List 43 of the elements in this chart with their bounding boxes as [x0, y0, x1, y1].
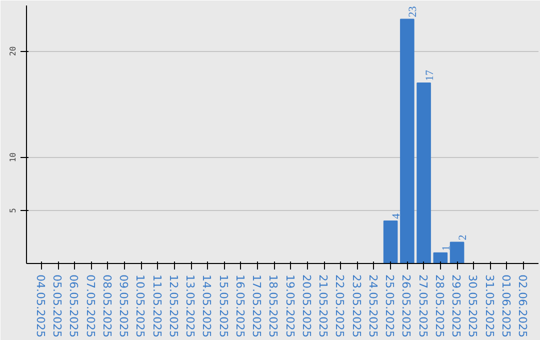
- x-tick-label: 16.05.2025: [233, 274, 246, 338]
- x-tick-label: 17.05.2025: [250, 274, 264, 338]
- x-tick-label: 13.05.2025: [184, 274, 197, 338]
- data-label: 23: [407, 6, 420, 18]
- x-tick-label: 27.05.2025: [416, 274, 430, 338]
- x-tick-label: 05.05.2025: [50, 274, 64, 338]
- data-label: 2: [457, 234, 470, 240]
- x-tick-label: 23.05.2025: [350, 274, 363, 338]
- x-tick-label: 06.05.2025: [67, 274, 80, 338]
- x-tick-label: 01.06.2025: [499, 274, 512, 338]
- x-tick-label: 31.05.2025: [482, 274, 496, 338]
- x-tick-label: 15.05.2025: [216, 274, 230, 338]
- bar: [450, 242, 464, 264]
- x-tick-label: 25.05.2025: [383, 274, 396, 338]
- x-tick-label: 30.05.2025: [466, 274, 480, 338]
- bar: [416, 82, 431, 264]
- y-tick-label: 10: [8, 152, 18, 162]
- x-tick-label: 11.05.2025: [150, 274, 164, 338]
- data-label: 4: [390, 213, 403, 220]
- x-tick-label: 09.05.2025: [117, 274, 130, 338]
- x-tick-label: 29.05.2025: [450, 274, 463, 338]
- x-tick-label: 19.05.2025: [283, 274, 296, 338]
- bar: [383, 220, 398, 264]
- x-tick-label: 02.06.2025: [516, 274, 530, 338]
- bar: [400, 18, 414, 264]
- x-tick-label: 22.05.2025: [333, 274, 346, 338]
- y-tick-label: 5: [8, 208, 18, 213]
- x-tick-label: 20.05.2025: [300, 274, 313, 338]
- x-tick-label: 08.05.2025: [100, 274, 114, 338]
- x-tick-label: 14.05.2025: [200, 274, 214, 338]
- x-tick-label: 07.05.2025: [84, 274, 97, 338]
- data-label: 17: [424, 70, 436, 82]
- y-tick-label: 20: [8, 46, 18, 56]
- x-tick-label: 21.05.2025: [316, 274, 330, 338]
- x-tick-label: 26.05.2025: [400, 274, 413, 338]
- x-tick-label: 28.05.2025: [432, 274, 446, 338]
- x-tick-label: 10.05.2025: [134, 274, 147, 338]
- x-tick-label: 04.05.2025: [34, 274, 47, 338]
- x-tick-label: 12.05.2025: [166, 274, 180, 338]
- bar: [433, 252, 448, 264]
- x-tick-label: 24.05.2025: [366, 274, 380, 338]
- data-label: 1: [440, 245, 452, 251]
- x-tick-label: 18.05.2025: [266, 274, 280, 338]
